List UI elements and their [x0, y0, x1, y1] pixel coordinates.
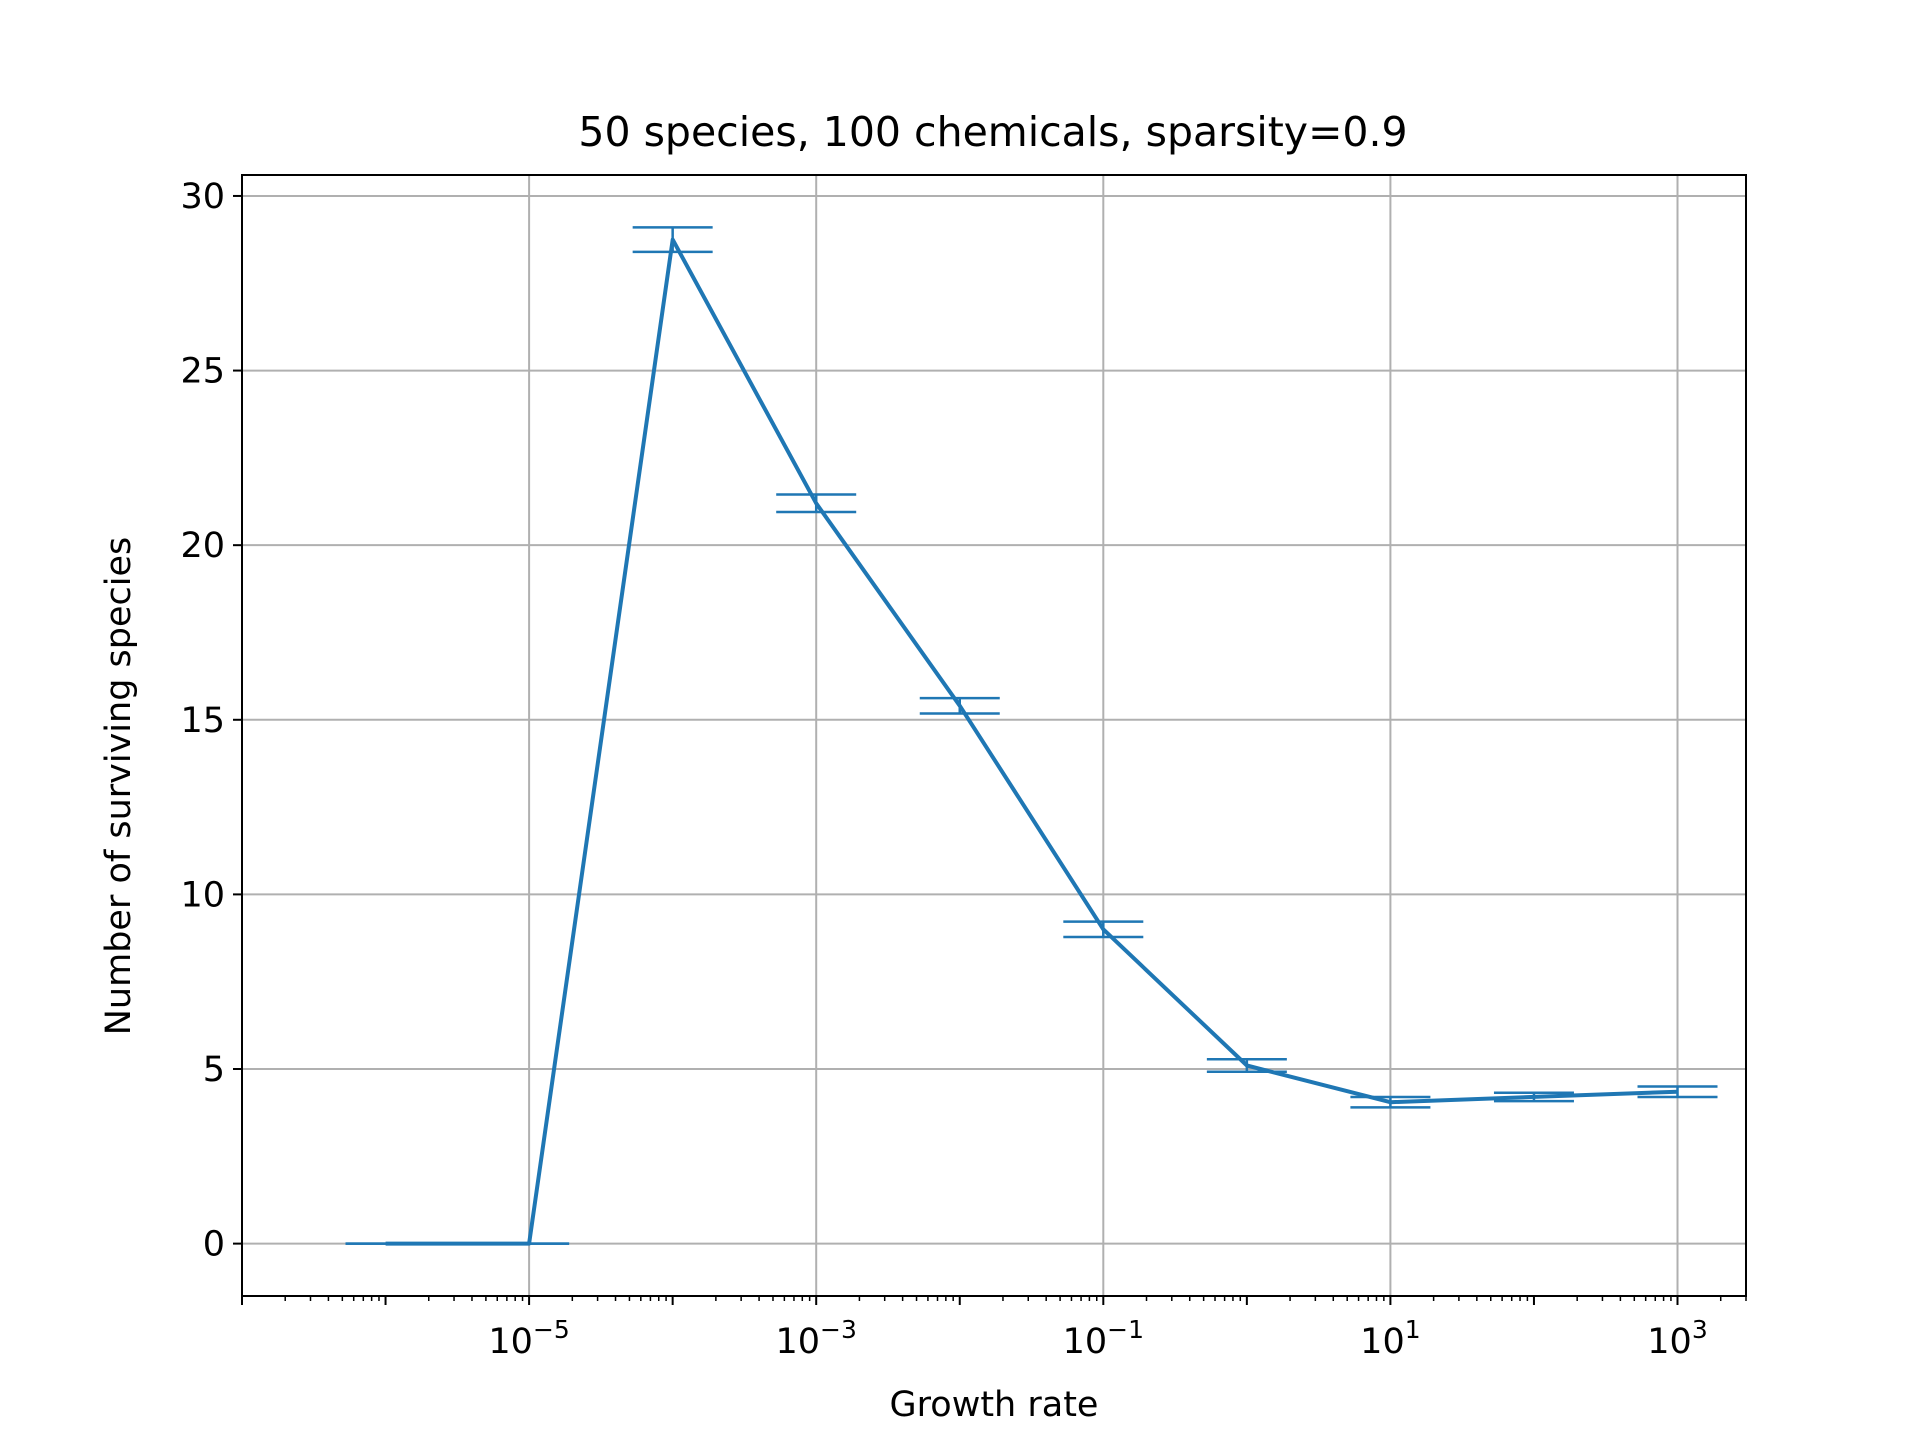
y-axis-label: Number of surviving species [99, 537, 139, 1036]
x-tick-label: 10−1 [1063, 1315, 1144, 1362]
ticks: 0 5 10 15 20 25 30 10−5 10−3 10−1 101 103 [180, 177, 1747, 1362]
y-tick-label: 10 [180, 875, 225, 915]
x-axis-label: Growth rate [890, 1385, 1099, 1425]
data-layer [345, 226, 1718, 1246]
series-line [385, 237, 1678, 1246]
y-tick-label: 0 [203, 1225, 225, 1265]
chart-title: 50 species, 100 chemicals, sparsity=0.9 [578, 108, 1407, 156]
y-tick-label: 15 [180, 701, 225, 741]
x-tick-label: 10−5 [488, 1315, 569, 1362]
x-tick-label: 10−3 [776, 1315, 857, 1362]
plot-frame [241, 174, 1747, 1297]
y-tick-label: 30 [180, 177, 225, 217]
y-tick-label: 25 [180, 352, 225, 392]
x-tick-label: 101 [1360, 1315, 1420, 1362]
grid [242, 175, 1746, 1296]
x-tick-label: 103 [1647, 1315, 1707, 1362]
y-tick-label: 20 [180, 526, 225, 566]
y-tick-label: 5 [203, 1050, 225, 1090]
